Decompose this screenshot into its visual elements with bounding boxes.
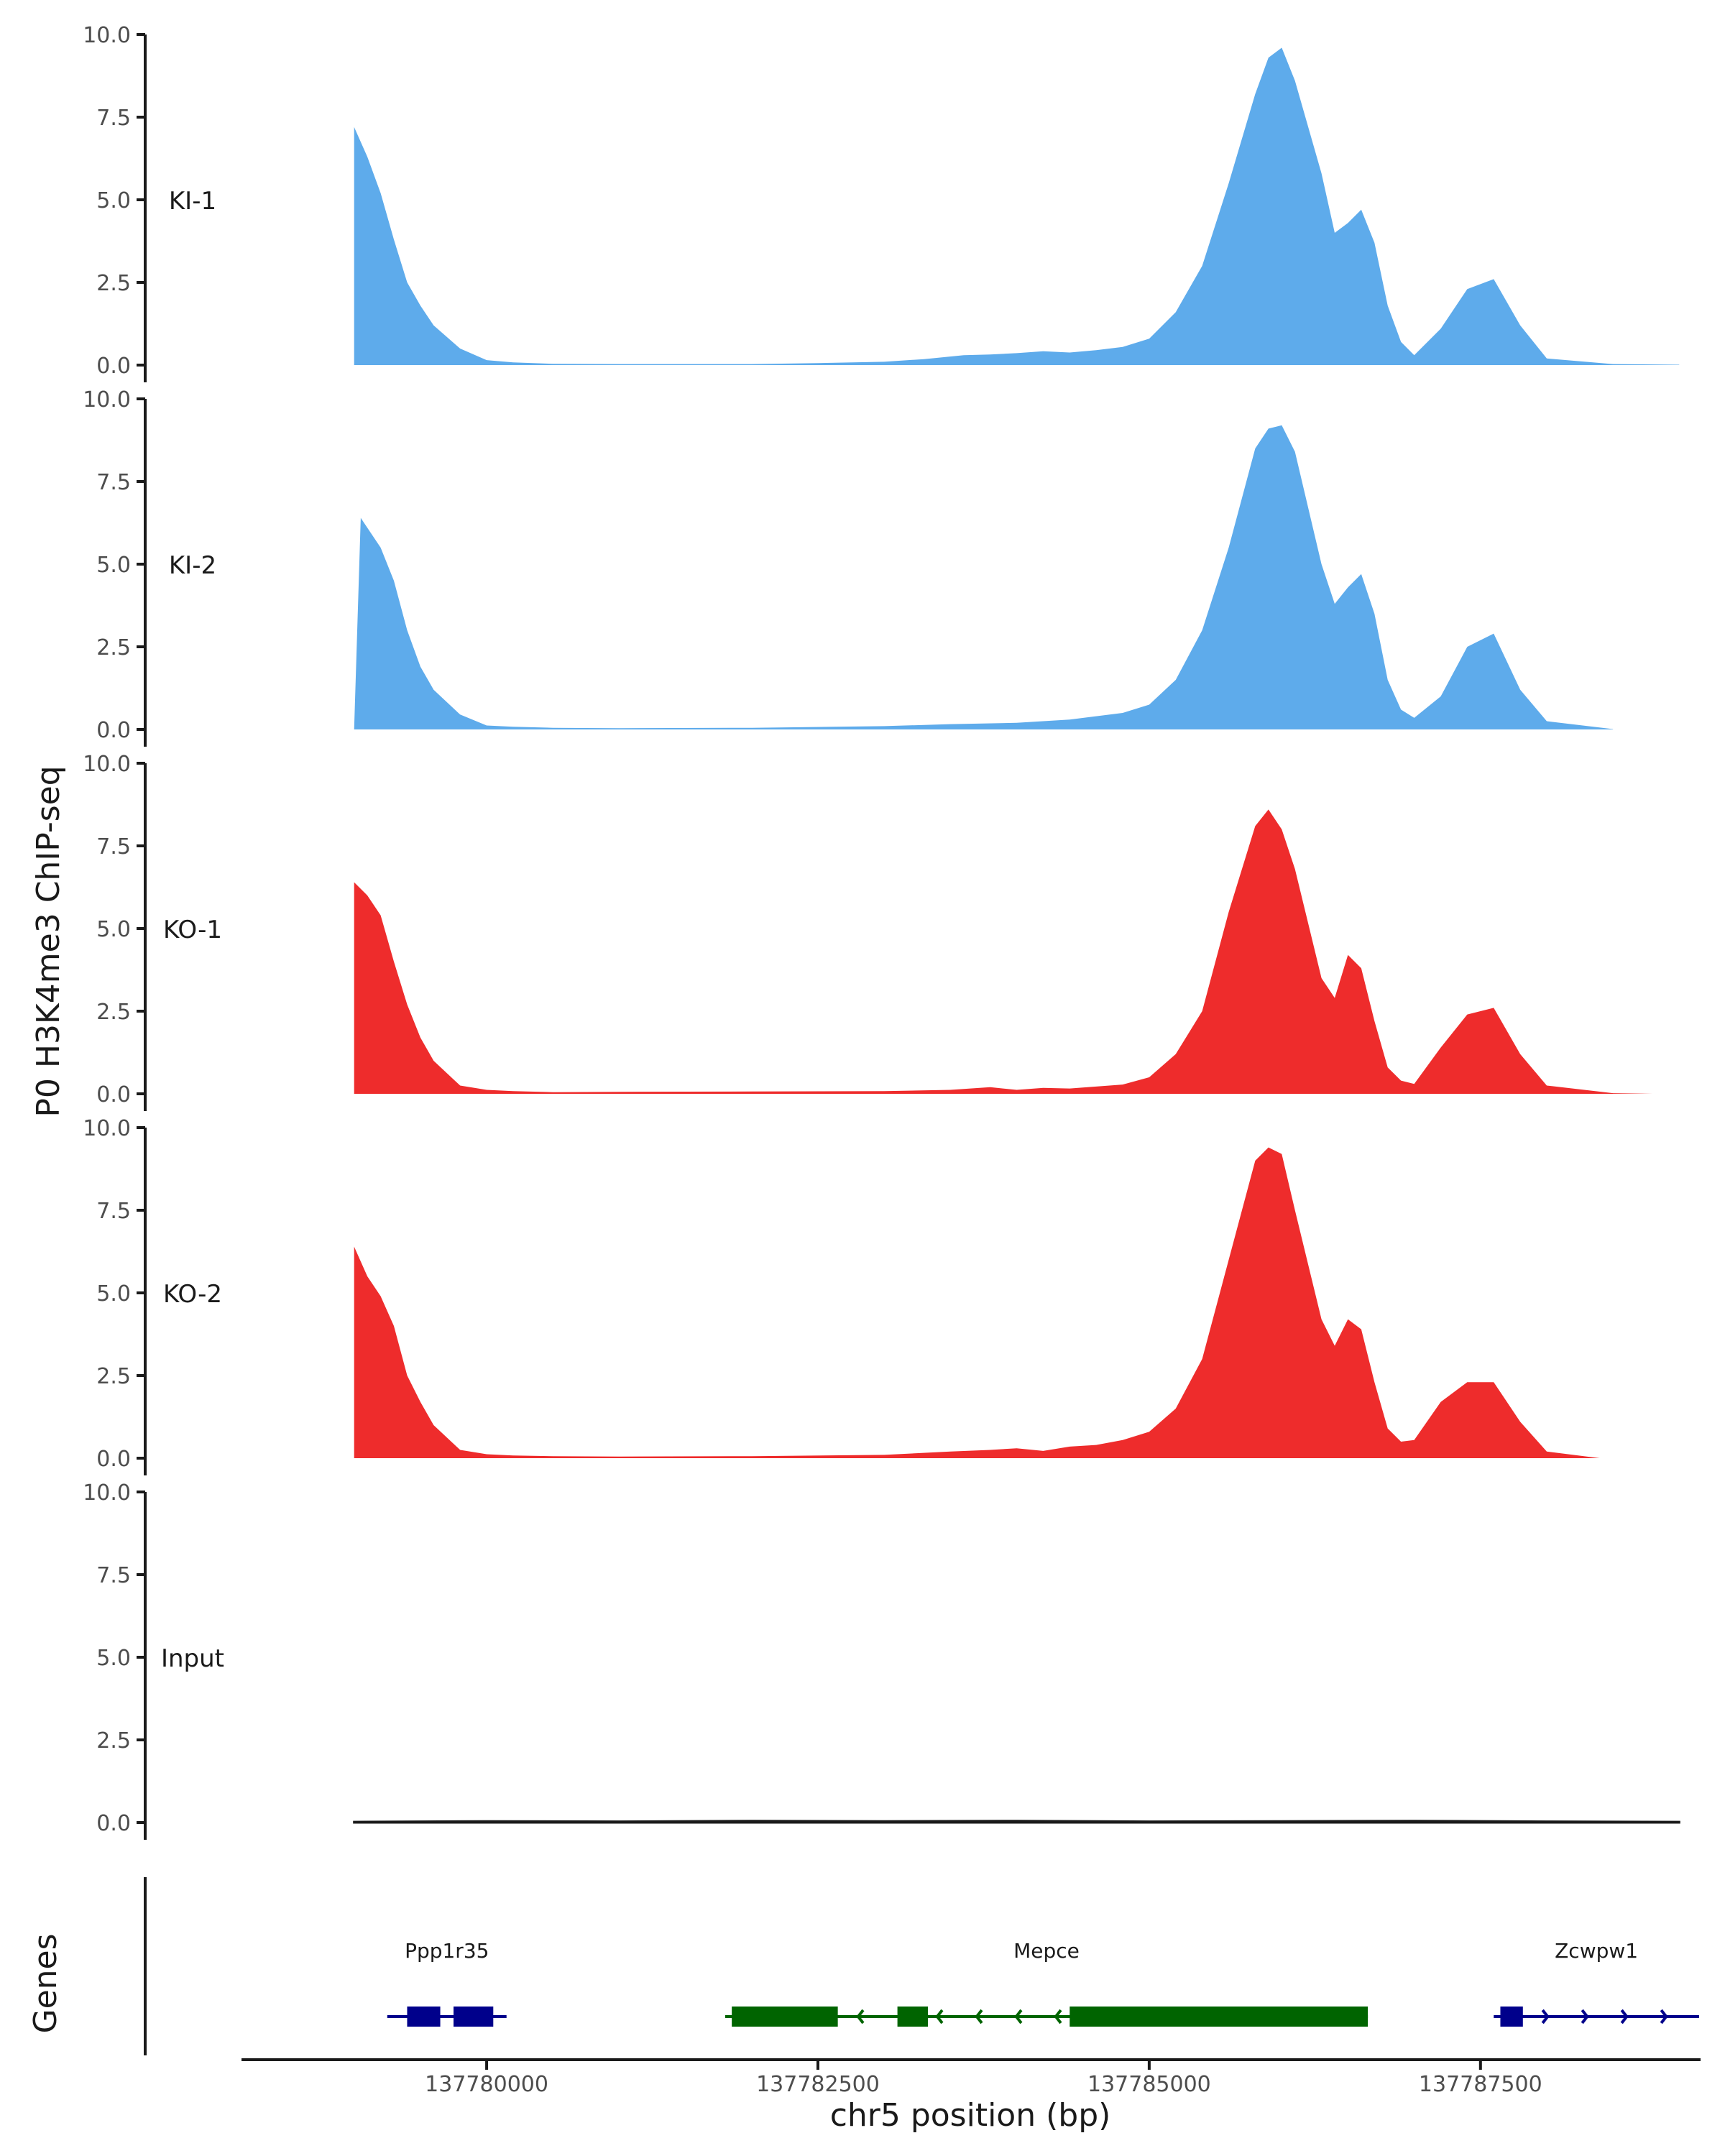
- strand-arrow-icon: [1054, 2009, 1062, 2024]
- y-tick-label: 7.5: [96, 834, 131, 860]
- gene-zcwpw1: Zcwpw1: [1494, 1939, 1699, 2027]
- y-tick-label: 0.0: [96, 1447, 131, 1472]
- signal-area: [354, 809, 1653, 1094]
- track-input: 0.0 2.5 5.0 7.5 10.0 Input: [83, 1480, 1680, 1840]
- strand-arrow-icon: [1660, 2009, 1668, 2024]
- gene-exon-block: [1500, 2007, 1523, 2027]
- strand-arrow-icon: [1581, 2009, 1589, 2024]
- signal-area: [354, 425, 1614, 729]
- gene-exon-block: [897, 2007, 929, 2027]
- strand-arrow-icon: [975, 2009, 983, 2024]
- y-tick-label: 7.5: [96, 470, 131, 495]
- y-tick-label: 5.0: [96, 553, 131, 578]
- y-tick-label: 0.0: [96, 718, 131, 743]
- y-tick-label: 2.5: [96, 1000, 131, 1025]
- y-tick-label: 2.5: [96, 1364, 131, 1389]
- track-ki-2: 0.0 2.5 5.0 7.5 10.0 KI-2: [83, 387, 1614, 747]
- x-axis-title: chr5 position (bp): [830, 2097, 1111, 2134]
- signal-area: [354, 1147, 1600, 1458]
- gene-exon-block: [407, 2007, 441, 2027]
- genes-track: Genes Ppp1r35 Mepce Zcwpw1: [27, 1877, 1699, 2055]
- y-tick-label: 5.0: [96, 1281, 131, 1307]
- y-tick-label: 5.0: [96, 917, 131, 942]
- genes-track-title: Genes: [27, 1933, 64, 2033]
- y-tick-label: 0.0: [96, 1811, 131, 1836]
- y-tick-label: 5.0: [96, 188, 131, 213]
- strand-arrow-icon: [856, 2009, 865, 2024]
- y-tick-label: 0.0: [96, 1082, 131, 1107]
- y-tick-label: 10.0: [83, 1480, 131, 1506]
- gene-label: Mepce: [1013, 1939, 1080, 1963]
- y-axis-title: P0 H3K4me3 ChIP-seq: [30, 765, 67, 1117]
- gene-mepce: Mepce: [724, 1939, 1368, 2027]
- track-label: KI-2: [169, 551, 216, 580]
- strand-arrow-icon: [1541, 2009, 1550, 2024]
- y-tick-label: 7.5: [96, 106, 131, 131]
- y-tick-label: 2.5: [96, 271, 131, 296]
- track-ko-1: 0.0 2.5 5.0 7.5 10.0 KO-1: [83, 752, 1653, 1111]
- track-label: KI-1: [169, 187, 216, 216]
- signal-area: [353, 1820, 1680, 1824]
- signal-area: [354, 47, 1680, 366]
- track-ko-2: 0.0 2.5 5.0 7.5 10.0 KO-2: [83, 1116, 1600, 1475]
- x-tick-label: 137782500: [756, 2072, 880, 2097]
- track-label: Input: [161, 1644, 224, 1673]
- x-tick-label: 137785000: [1087, 2072, 1211, 2097]
- track-ki-1: 0.0 2.5 5.0 7.5 10.0 KI-1: [83, 23, 1680, 382]
- y-tick-label: 10.0: [83, 387, 131, 413]
- x-tick-label: 137787500: [1419, 2072, 1542, 2097]
- strand-arrow-icon: [1014, 2009, 1023, 2024]
- signal-tracks: 0.0 2.5 5.0 7.5 10.0 KI-1 0.0 2.5 5.0 7.5 10.0 KI-2…: [83, 23, 1680, 1840]
- track-label: KO-2: [163, 1280, 222, 1309]
- y-tick-label: 0.0: [96, 354, 131, 379]
- y-tick-label: 7.5: [96, 1199, 131, 1224]
- gene-ppp1r35: Ppp1r35: [387, 1939, 507, 2027]
- y-tick-label: 10.0: [83, 752, 131, 777]
- y-tick-label: 5.0: [96, 1646, 131, 1671]
- gene-exon-block: [732, 2007, 838, 2027]
- gene-exon-block: [1070, 2007, 1368, 2027]
- y-tick-label: 2.5: [96, 1728, 131, 1754]
- track-label: KO-1: [163, 916, 222, 944]
- y-tick-label: 10.0: [83, 1116, 131, 1141]
- gene-label: Zcwpw1: [1555, 1939, 1638, 1963]
- gene-exon-block: [453, 2007, 494, 2027]
- strand-arrow-icon: [1620, 2009, 1629, 2024]
- strand-arrow-icon: [935, 2009, 944, 2024]
- gene-label: Ppp1r35: [405, 1939, 489, 1963]
- y-tick-label: 7.5: [96, 1563, 131, 1588]
- x-tick-label: 137780000: [425, 2072, 548, 2097]
- y-tick-label: 10.0: [83, 23, 131, 48]
- y-tick-label: 2.5: [96, 635, 131, 660]
- x-axis: 137780000 137782500 137785000 137787500: [242, 2058, 1701, 2097]
